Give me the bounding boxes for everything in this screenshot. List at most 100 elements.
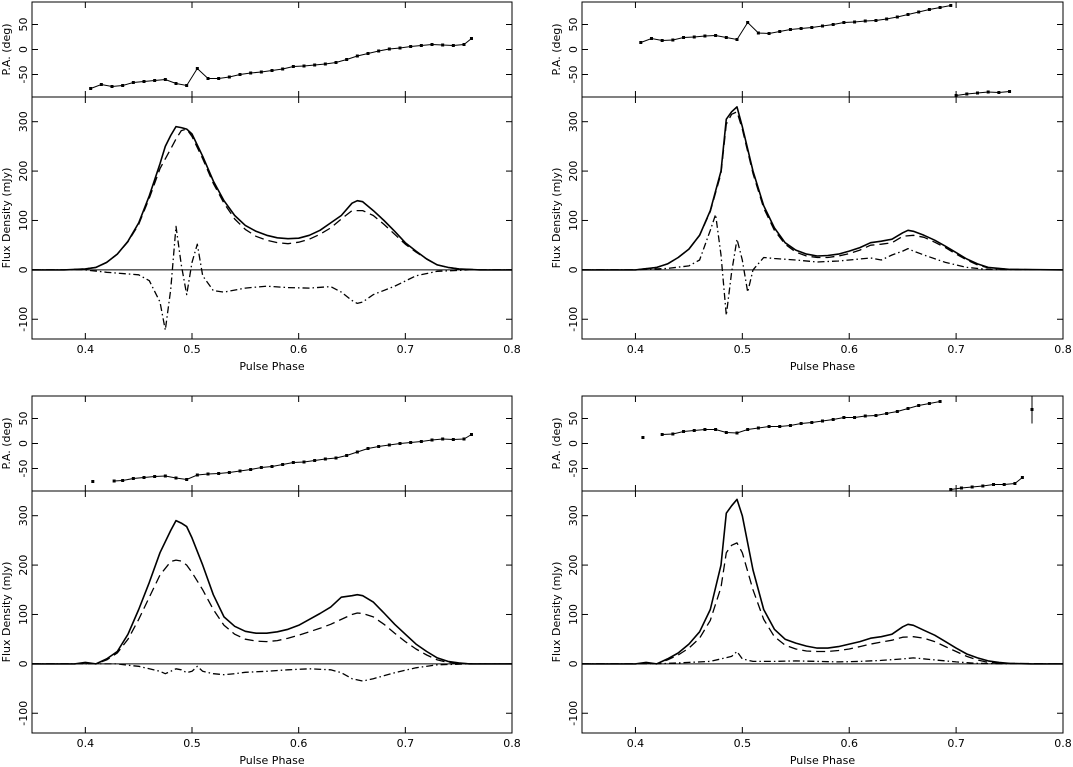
- pa-point: [917, 10, 921, 14]
- pa-series-line: [114, 434, 472, 482]
- flux-ytick-label: 100: [567, 604, 580, 625]
- pa-point: [142, 80, 146, 83]
- pa-point: [217, 472, 221, 475]
- pa-point: [366, 447, 370, 450]
- pa-point: [227, 471, 231, 474]
- flux-ytick-label: 100: [17, 210, 30, 231]
- pa-point: [842, 416, 846, 419]
- flux-series-dashed: [32, 559, 512, 665]
- chart-bottom-right: -50 0 50 P.A. (deg) -100 0 100 200 300 0.4 0.5 0.6 0…: [550, 395, 1072, 767]
- pa-point: [959, 486, 963, 490]
- pa-point: [206, 472, 210, 476]
- pa-point: [992, 483, 996, 486]
- pa-point: [89, 87, 93, 90]
- pa-frame: [31, 1, 513, 98]
- pa-point: [99, 83, 103, 86]
- flux-xtick-label: 0.5: [734, 343, 752, 356]
- flux-ytick-label: 300: [567, 111, 580, 132]
- pa-point: [259, 466, 263, 469]
- pa-point: [355, 450, 359, 454]
- flux-ytick-label: 300: [17, 111, 30, 132]
- flux-ytick-label: 200: [17, 161, 30, 182]
- flux-series-solid: [582, 498, 1063, 665]
- pa-point: [735, 431, 739, 435]
- pa-point: [767, 32, 771, 35]
- flux-ylabel: Flux Density (mJy): [0, 562, 13, 663]
- pa-ytick-label: -50: [17, 66, 30, 84]
- flux-series-solid: [32, 519, 512, 665]
- pa-point: [927, 402, 931, 405]
- pa-point: [398, 442, 402, 445]
- pa-point: [249, 71, 253, 75]
- flux-series-solid: [582, 106, 1064, 271]
- pa-point: [724, 36, 728, 39]
- pa-point: [131, 477, 135, 480]
- flux-ytick-label: 100: [17, 604, 30, 625]
- flux-panel: -100 0 100 200 300 0.4 0.5 0.6 0.7 0.8 Flux Densit…: [0, 96, 521, 373]
- flux-xtick-label: 0.6: [840, 343, 858, 356]
- pa-point: [874, 414, 878, 417]
- pa-point: [863, 19, 867, 23]
- flux-xtick-label: 0.6: [840, 737, 858, 750]
- pa-point: [906, 407, 910, 410]
- pa-point: [639, 41, 643, 44]
- pa-point: [986, 90, 990, 94]
- pa-point: [174, 82, 178, 85]
- pa-point: [451, 438, 455, 441]
- pa-point: [302, 64, 306, 68]
- pa-point: [970, 485, 974, 489]
- pa-frame: [581, 395, 1064, 492]
- pa-point: [831, 23, 835, 26]
- flux-ytick-label: 0: [567, 660, 580, 667]
- pa-point: [291, 65, 295, 68]
- pa-point: [778, 425, 782, 428]
- flux-ylabel: Flux Density (mJy): [550, 168, 563, 269]
- pa-point: [660, 433, 664, 436]
- flux-ytick-label: 300: [17, 505, 30, 526]
- pa-point: [917, 404, 921, 407]
- pa-point: [703, 34, 707, 38]
- flux-xtick-label: 0.7: [397, 737, 415, 750]
- pa-point: [313, 63, 317, 67]
- pa-point: [895, 410, 899, 413]
- pa-point: [938, 6, 942, 9]
- pa-point: [469, 433, 473, 436]
- pa-point: [110, 85, 114, 88]
- pa-point: [885, 412, 889, 415]
- pa-point: [398, 46, 402, 50]
- pa-point: [163, 474, 167, 478]
- pa-point: [366, 52, 370, 55]
- pa-point: [153, 475, 157, 478]
- flux-ytick-label: 200: [567, 161, 580, 182]
- pa-point: [649, 37, 653, 40]
- pa-point: [778, 30, 782, 33]
- pa-point: [451, 44, 455, 47]
- pa-point: [981, 484, 985, 488]
- pa-point: [975, 91, 979, 95]
- flux-ytick-label: -100: [567, 701, 580, 726]
- flux-series-dashed: [582, 542, 1064, 665]
- pa-point: [724, 431, 728, 434]
- pa-ytick-label: 0: [567, 46, 580, 53]
- pa-point: [692, 35, 696, 39]
- pa-panel: -50 0 50 P.A. (deg): [0, 1, 513, 98]
- flux-xtick-label: 0.7: [947, 343, 965, 356]
- pa-point: [195, 473, 199, 477]
- flux-xtick-label: 0.8: [1054, 343, 1072, 356]
- pa-point: [249, 468, 253, 471]
- pa-point: [163, 78, 167, 81]
- pa-point: [430, 43, 434, 46]
- flux-frame: [581, 490, 1064, 734]
- pa-series-line: [90, 38, 472, 89]
- pa-point: [462, 43, 466, 46]
- pa-point: [441, 43, 445, 47]
- chart-bottom-left: -50 0 50 P.A. (deg) -100 0 100 200 300 0.4 0.5 0.6 0…: [0, 395, 521, 767]
- pa-point: [387, 443, 391, 447]
- pa-point: [682, 430, 686, 433]
- pa-point: [377, 445, 381, 448]
- flux-ytick-label: 100: [567, 210, 580, 231]
- pa-point: [142, 476, 146, 479]
- pa-point: [270, 69, 274, 72]
- pa-point: [842, 21, 846, 24]
- pa-point: [1013, 482, 1017, 485]
